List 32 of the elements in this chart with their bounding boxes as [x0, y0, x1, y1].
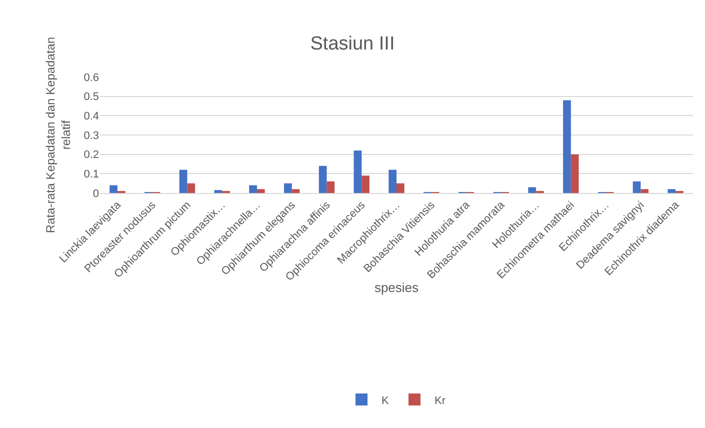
- bar: [640, 189, 649, 193]
- bar: [570, 154, 579, 193]
- bar: [668, 189, 676, 193]
- bar: [214, 190, 222, 193]
- legend-label: K: [382, 394, 390, 407]
- y-tick-label: 0: [92, 188, 99, 200]
- bar: [187, 183, 196, 193]
- chart-title: Stasiun III: [310, 33, 395, 54]
- y-tick-label: 0.4: [84, 110, 99, 123]
- y-tick-label: 0.1: [84, 168, 99, 181]
- bar: [396, 183, 404, 193]
- bar: [318, 166, 327, 193]
- bar: [179, 170, 188, 193]
- bar: [563, 100, 571, 193]
- y-axis-title: Rata-rata Kepadatan dan Kepadatan relatif: [43, 36, 74, 234]
- bar: [362, 176, 370, 193]
- y-tick-label: 0.3: [84, 130, 99, 142]
- bar: [292, 189, 300, 193]
- bar: [110, 185, 118, 193]
- bar: [256, 189, 265, 193]
- bar: [354, 150, 362, 193]
- bar: [632, 181, 641, 193]
- bar: [249, 185, 257, 193]
- y-tick-label: 0.5: [84, 91, 99, 104]
- y-tick-label: 0.2: [84, 149, 99, 162]
- x-axis-title: spesies: [374, 280, 420, 295]
- bar: [528, 187, 536, 193]
- bar: [284, 183, 292, 193]
- legend-label: Kr: [434, 394, 446, 407]
- bar: [388, 170, 396, 193]
- y-tick-label: 0.6: [84, 72, 99, 84]
- bar: [326, 181, 335, 193]
